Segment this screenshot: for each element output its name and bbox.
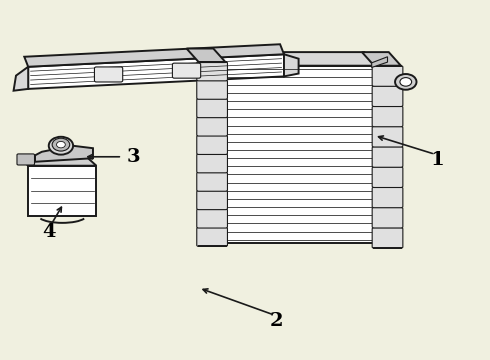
FancyBboxPatch shape — [372, 207, 403, 228]
Text: 3: 3 — [126, 148, 140, 166]
FancyBboxPatch shape — [197, 154, 227, 173]
FancyBboxPatch shape — [197, 172, 227, 191]
Circle shape — [49, 137, 73, 155]
FancyBboxPatch shape — [197, 80, 227, 99]
Polygon shape — [20, 158, 97, 166]
Polygon shape — [35, 146, 93, 162]
Polygon shape — [372, 57, 388, 67]
Circle shape — [400, 78, 412, 86]
Polygon shape — [28, 166, 97, 216]
Polygon shape — [362, 52, 401, 66]
FancyBboxPatch shape — [372, 66, 403, 86]
FancyBboxPatch shape — [372, 106, 403, 127]
FancyBboxPatch shape — [197, 99, 227, 118]
FancyBboxPatch shape — [17, 154, 34, 165]
Polygon shape — [187, 49, 225, 62]
FancyBboxPatch shape — [372, 167, 403, 188]
Polygon shape — [223, 66, 376, 243]
FancyBboxPatch shape — [95, 67, 122, 82]
FancyBboxPatch shape — [372, 187, 403, 208]
FancyBboxPatch shape — [372, 86, 403, 107]
Circle shape — [395, 74, 416, 90]
FancyBboxPatch shape — [372, 228, 403, 248]
Polygon shape — [211, 52, 376, 66]
FancyBboxPatch shape — [197, 135, 227, 154]
Polygon shape — [14, 67, 28, 91]
Polygon shape — [28, 54, 284, 89]
FancyBboxPatch shape — [172, 63, 201, 78]
FancyBboxPatch shape — [197, 190, 227, 210]
Circle shape — [56, 141, 65, 148]
Text: 4: 4 — [43, 223, 56, 241]
FancyBboxPatch shape — [197, 209, 227, 228]
FancyBboxPatch shape — [197, 227, 227, 247]
Polygon shape — [284, 54, 298, 76]
Polygon shape — [24, 44, 284, 67]
FancyBboxPatch shape — [197, 117, 227, 136]
Circle shape — [52, 138, 70, 151]
Text: 1: 1 — [431, 151, 444, 169]
FancyBboxPatch shape — [197, 62, 227, 81]
Text: 2: 2 — [270, 312, 283, 330]
FancyBboxPatch shape — [372, 126, 403, 147]
FancyBboxPatch shape — [372, 147, 403, 167]
